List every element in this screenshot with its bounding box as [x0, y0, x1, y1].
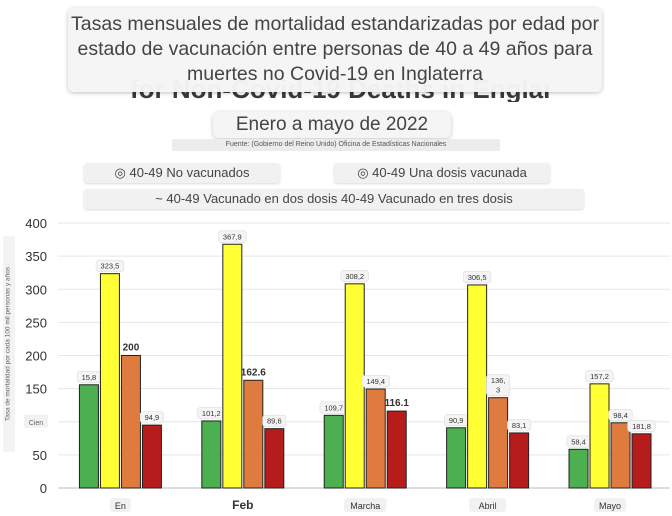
y-tick-label: 250 — [25, 315, 47, 330]
bar — [201, 420, 222, 489]
data-label: 89,6 — [267, 417, 282, 426]
data-label-bg — [608, 409, 633, 422]
y-tick-label: 400 — [25, 216, 47, 231]
bar — [568, 448, 589, 489]
legend-entry-unvaccinated: ◎ 40-49 No vacunados — [84, 163, 280, 183]
bar — [264, 428, 285, 489]
data-label-bg — [486, 374, 511, 397]
data-label-bg — [218, 230, 247, 243]
bar — [323, 414, 344, 489]
data-label: 200 — [123, 343, 140, 354]
data-label: 98,4 — [613, 411, 628, 420]
bar — [344, 283, 365, 489]
source-note: Fuente: (Gobierno del Reino Unido) Ofici… — [172, 139, 500, 151]
data-label-bg — [507, 419, 532, 432]
legend-entry-two-three-doses: ~ 40-49 Vacunado en dos dosis 40-49 Vacu… — [84, 189, 584, 209]
data-label: 157,2 — [590, 372, 609, 381]
data-label: 94,9 — [145, 413, 160, 422]
y-tick-label: 350 — [25, 249, 47, 264]
y-tick-label: 200 — [25, 349, 47, 364]
y-tick-label: 50 — [33, 448, 47, 463]
bar — [509, 432, 530, 489]
bar — [243, 379, 264, 489]
data-label-bg — [262, 414, 287, 427]
data-label-bg — [361, 375, 390, 388]
x-tick-label: Abril — [479, 501, 497, 511]
data-label: 109,7 — [324, 403, 343, 412]
bar — [467, 284, 488, 489]
y-axis-label: Tasa de mortalidad por cada 100 mil pers… — [3, 263, 13, 425]
x-tick-label: Mayo — [599, 501, 621, 511]
data-label: 15,8 — [82, 373, 97, 382]
bar — [99, 273, 120, 489]
chart-title: Tasas mensuales de mortalidad estandariz… — [68, 8, 602, 92]
bar — [631, 433, 652, 489]
bar — [120, 355, 141, 489]
data-label: 306,5 — [468, 273, 487, 282]
data-label: 58,4 — [571, 437, 586, 446]
data-label: 90,9 — [449, 416, 464, 425]
y-tick-label: 0 — [40, 481, 47, 496]
data-label-bg — [462, 271, 492, 284]
data-label-bg — [139, 411, 164, 424]
bar — [365, 388, 386, 489]
data-label: 83,1 — [512, 421, 527, 430]
bar — [589, 383, 610, 489]
data-label: 181,8 — [632, 422, 651, 431]
bar — [141, 424, 162, 489]
data-label: 101,2 — [202, 409, 221, 418]
bar — [446, 427, 467, 489]
legend-entry-one-dose: ◎ 40-49 Una dosis vacunada — [334, 163, 550, 183]
data-label: 3 — [496, 386, 500, 395]
data-label-bg — [627, 420, 656, 433]
x-tick-label: Marcha — [350, 501, 380, 511]
bar — [610, 422, 631, 489]
data-label-bg — [340, 270, 369, 283]
x-tick-label: Feb — [232, 498, 253, 512]
x-tick-label: En — [115, 501, 126, 511]
data-label: 116.1 — [384, 398, 409, 409]
y-tick-label: 150 — [25, 382, 47, 397]
data-label: 323,5 — [101, 262, 120, 271]
x-tick-label-bg — [110, 498, 131, 512]
bar — [78, 384, 99, 489]
data-label: 308,2 — [345, 272, 364, 281]
bar — [488, 397, 509, 489]
data-label-bg — [95, 259, 125, 272]
data-label: 162.6 — [241, 367, 266, 378]
x-tick-label-bg — [344, 498, 387, 512]
y-tick-label: Cien — [29, 420, 44, 427]
bar — [222, 243, 243, 489]
y-tick-label-bg — [24, 414, 48, 428]
data-label-bg — [585, 370, 614, 383]
data-label: 367,9 — [223, 232, 242, 241]
x-tick-label-bg — [594, 498, 626, 512]
data-label: 136, — [491, 376, 506, 385]
y-tick-label: 300 — [25, 282, 47, 297]
x-tick-label-bg — [469, 498, 507, 512]
bar — [386, 410, 407, 489]
data-label: 149,4 — [366, 377, 385, 386]
chart-subtitle: Enero a mayo de 2022 — [213, 112, 451, 138]
